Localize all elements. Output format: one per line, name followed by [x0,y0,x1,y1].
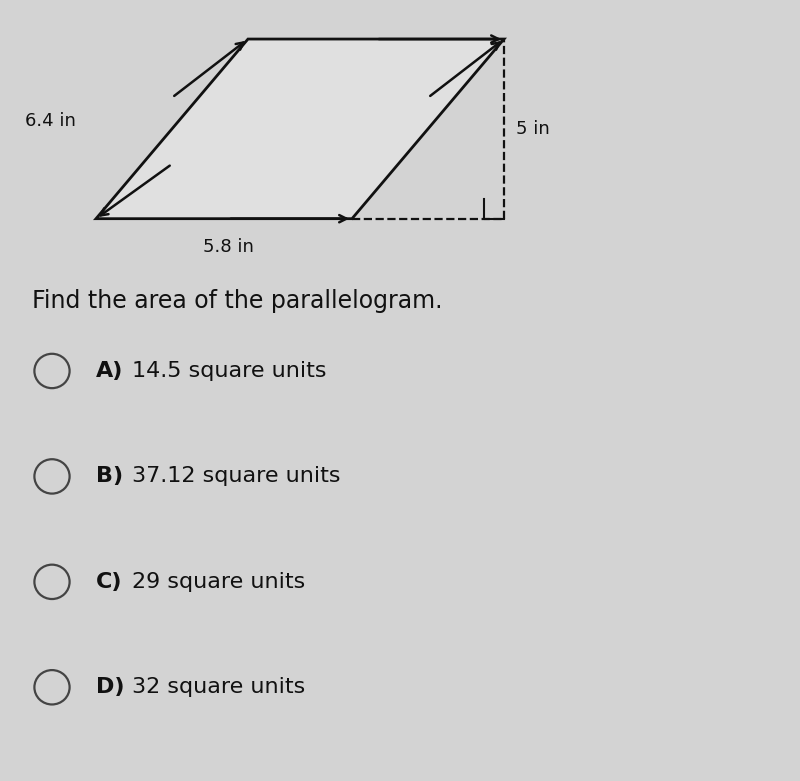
Text: B): B) [96,466,123,487]
Text: 37.12 square units: 37.12 square units [132,466,341,487]
Text: 5 in: 5 in [516,119,550,138]
Text: 5.8 in: 5.8 in [202,238,254,256]
Text: 29 square units: 29 square units [132,572,306,592]
Text: A): A) [96,361,123,381]
Text: D): D) [96,677,125,697]
Polygon shape [96,39,504,219]
Text: C): C) [96,572,122,592]
Text: 6.4 in: 6.4 in [25,112,76,130]
Text: Find the area of the parallelogram.: Find the area of the parallelogram. [32,289,442,313]
Text: 32 square units: 32 square units [132,677,306,697]
Text: 14.5 square units: 14.5 square units [132,361,326,381]
